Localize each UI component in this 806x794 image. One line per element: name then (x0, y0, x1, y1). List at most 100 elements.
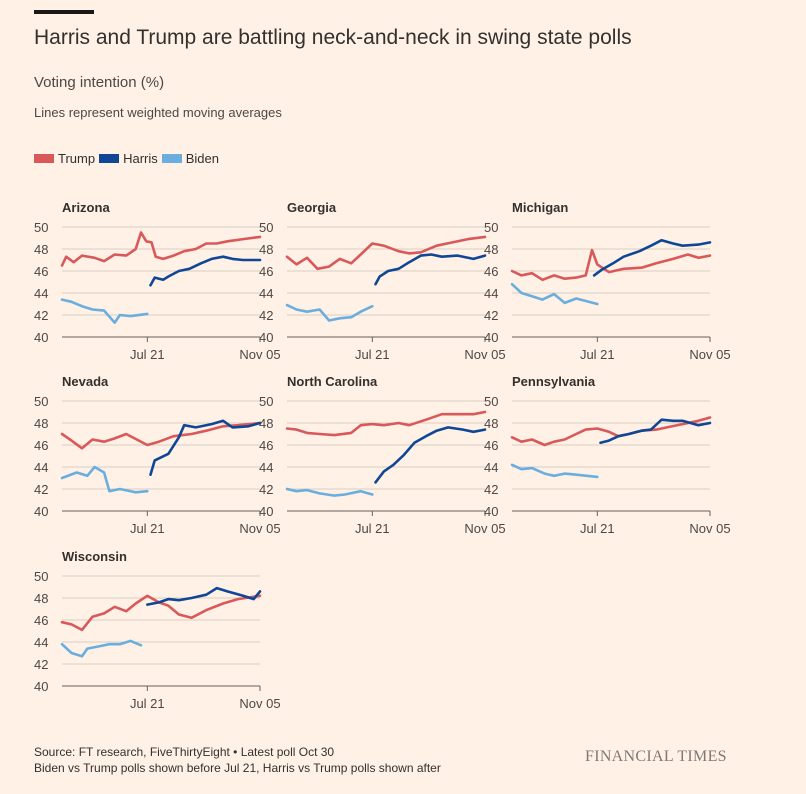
y-tick-label-pennsylvania-48: 48 (484, 416, 498, 431)
y-tick-label-georgia-44: 44 (259, 286, 273, 301)
y-tick-label-michigan-42: 42 (484, 308, 498, 323)
series-line-georgia-biden (285, 303, 374, 322)
series-line-north-carolina-harris (374, 426, 487, 484)
y-tick-label-pennsylvania-42: 42 (484, 482, 498, 497)
x-tick-label-pennsylvania-nov-05: Nov 05 (689, 521, 730, 536)
y-tick-label-nevada-46: 46 (34, 438, 48, 453)
y-tick-label-nevada-42: 42 (34, 482, 48, 497)
series-line-nevada-biden (60, 465, 149, 494)
y-tick-label-north-carolina-48: 48 (259, 416, 273, 431)
panel-title-michigan: Michigan (512, 200, 568, 215)
y-tick-label-michigan-46: 46 (484, 264, 498, 279)
y-tick-label-wisconsin-46: 46 (34, 613, 48, 628)
series-line-michigan-trump (510, 248, 712, 282)
source-text: Source: FT research, FiveThirtyEight • L… (34, 745, 335, 759)
series-line-wisconsin-trump (60, 594, 262, 632)
y-tick-label-georgia-40: 40 (259, 330, 273, 345)
y-tick-label-arizona-40: 40 (34, 330, 48, 345)
chart-title: Harris and Trump are battling neck-and-n… (34, 26, 632, 49)
x-tick-label-michigan-nov-05: Nov 05 (689, 347, 730, 362)
series-line-michigan-harris (592, 238, 712, 277)
legend-label-trump: Trump (58, 151, 96, 166)
series-line-pennsylvania-harris (599, 418, 712, 445)
ft-logo: FINANCIAL TIMES (585, 748, 727, 765)
x-tick-label-georgia-jul-21: Jul 21 (355, 347, 390, 362)
y-tick-label-north-carolina-50: 50 (259, 394, 273, 409)
series-line-wisconsin-harris (146, 586, 262, 606)
series-line-wisconsin-biden (60, 639, 143, 658)
y-tick-label-north-carolina-46: 46 (259, 438, 273, 453)
y-tick-label-nevada-50: 50 (34, 394, 48, 409)
y-tick-label-michigan-50: 50 (484, 220, 498, 235)
series-line-arizona-harris (149, 255, 262, 287)
panel-title-georgia: Georgia (287, 200, 337, 215)
y-tick-label-nevada-48: 48 (34, 416, 48, 431)
legend-label-biden: Biden (185, 151, 219, 166)
series-line-north-carolina-trump (285, 410, 487, 437)
chart-subtitle: Voting intention (%) (34, 74, 165, 91)
y-tick-label-north-carolina-42: 42 (259, 482, 273, 497)
panel-title-arizona: Arizona (62, 200, 110, 215)
y-tick-label-georgia-50: 50 (259, 220, 273, 235)
y-tick-label-wisconsin-50: 50 (34, 569, 48, 584)
series-line-pennsylvania-biden (510, 463, 599, 479)
x-tick-label-north-carolina-jul-21: Jul 21 (355, 521, 390, 536)
x-tick-label-georgia-nov-05: Nov 05 (464, 347, 505, 362)
x-tick-label-wisconsin-nov-05: Nov 05 (239, 696, 280, 711)
panel-title-nevada: Nevada (62, 374, 109, 389)
y-tick-label-georgia-42: 42 (259, 308, 273, 323)
x-tick-label-nevada-nov-05: Nov 05 (239, 521, 280, 536)
y-tick-label-arizona-46: 46 (34, 264, 48, 279)
x-tick-label-nevada-jul-21: Jul 21 (130, 521, 165, 536)
y-tick-label-georgia-48: 48 (259, 242, 273, 257)
y-tick-label-north-carolina-40: 40 (259, 504, 273, 519)
footer-note: Biden vs Trump polls shown before Jul 21… (34, 761, 441, 775)
footer-source-block: Source: FT research, FiveThirtyEight • L… (34, 744, 441, 776)
y-tick-label-michigan-40: 40 (484, 330, 498, 345)
y-tick-label-michigan-48: 48 (484, 242, 498, 257)
y-tick-label-arizona-48: 48 (34, 242, 48, 257)
y-tick-label-arizona-44: 44 (34, 286, 48, 301)
x-tick-label-arizona-jul-21: Jul 21 (130, 347, 165, 362)
x-tick-label-arizona-nov-05: Nov 05 (239, 347, 280, 362)
series-line-pennsylvania-trump (510, 416, 712, 447)
series-line-nevada-harris (149, 419, 262, 476)
y-tick-label-arizona-50: 50 (34, 220, 48, 235)
y-tick-label-wisconsin-48: 48 (34, 591, 48, 606)
panel-title-north-carolina: North Carolina (287, 374, 378, 389)
legend-item-harris: Harris (99, 151, 158, 166)
legend-swatch-harris (99, 154, 120, 163)
chart-note: Lines represent weighted moving averages (34, 105, 282, 120)
series-line-arizona-biden (60, 298, 149, 324)
x-tick-label-michigan-jul-21: Jul 21 (580, 347, 615, 362)
y-tick-label-michigan-44: 44 (484, 286, 498, 301)
series-line-georgia-trump (285, 235, 487, 271)
legend-label-harris: Harris (123, 151, 158, 166)
legend-swatch-biden (161, 154, 182, 163)
ft-top-bar (34, 10, 94, 14)
panel-title-wisconsin: Wisconsin (62, 549, 127, 564)
series-line-georgia-harris (374, 253, 487, 286)
panel-title-pennsylvania: Pennsylvania (512, 374, 596, 389)
y-tick-label-pennsylvania-46: 46 (484, 438, 498, 453)
x-tick-label-wisconsin-jul-21: Jul 21 (130, 696, 165, 711)
y-tick-label-pennsylvania-44: 44 (484, 460, 498, 475)
y-tick-label-wisconsin-44: 44 (34, 635, 48, 650)
y-tick-label-wisconsin-40: 40 (34, 679, 48, 694)
series-line-arizona-trump (60, 231, 262, 267)
y-tick-label-georgia-46: 46 (259, 264, 273, 279)
y-tick-label-nevada-44: 44 (34, 460, 48, 475)
y-tick-label-pennsylvania-40: 40 (484, 504, 498, 519)
y-tick-label-north-carolina-44: 44 (259, 460, 273, 475)
series-line-michigan-biden (510, 282, 599, 306)
y-tick-label-arizona-42: 42 (34, 308, 48, 323)
x-tick-label-pennsylvania-jul-21: Jul 21 (580, 521, 615, 536)
legend-item-biden: Biden (161, 151, 219, 166)
x-tick-label-north-carolina-nov-05: Nov 05 (464, 521, 505, 536)
y-tick-label-nevada-40: 40 (34, 504, 48, 519)
y-tick-label-pennsylvania-50: 50 (484, 394, 498, 409)
legend-swatch-trump (34, 154, 54, 163)
legend-item-trump: Trump (34, 151, 95, 166)
series-line-nevada-trump (60, 421, 262, 450)
